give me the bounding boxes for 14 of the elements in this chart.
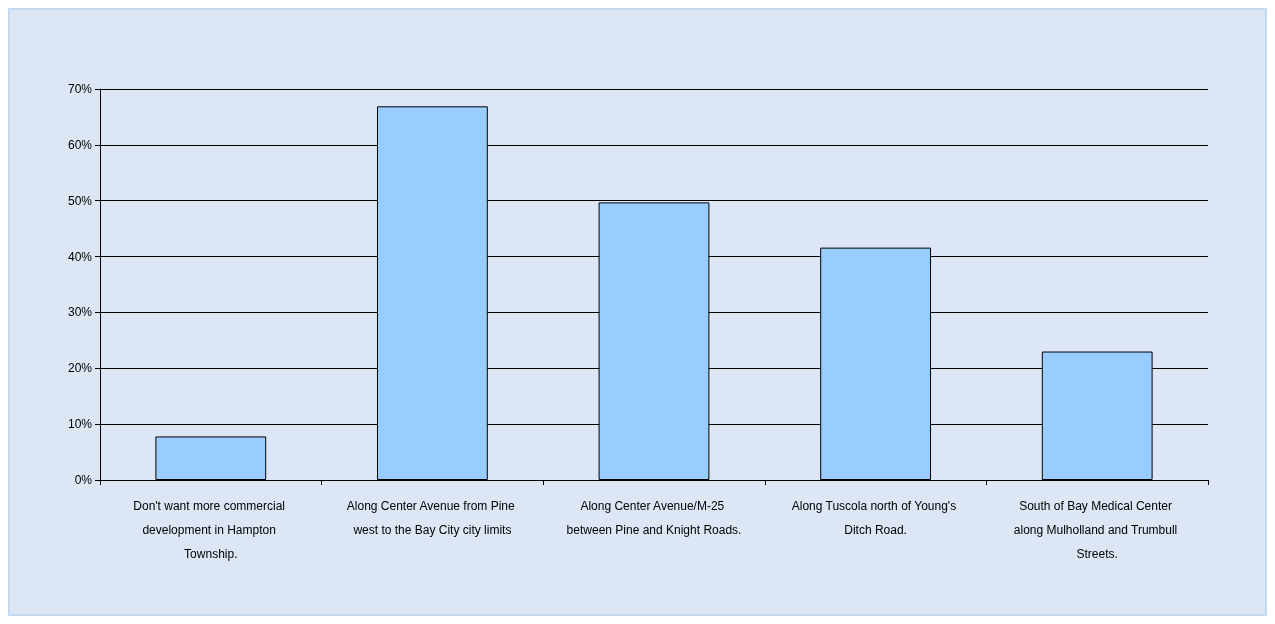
y-tick-label: 50%	[67, 193, 93, 208]
x-tick-label: Along Center Avenue/M-25 between Pine and Knight Roads.	[566, 499, 742, 537]
y-tick-label: 30%	[67, 305, 93, 320]
x-tick-label: South of Bay Medical Center along Mulholland and Trumbull Streets.	[1013, 499, 1181, 561]
x-tick-label: Along Tuscola north of Young's Ditch Road.	[791, 499, 960, 537]
x-tick-label: Don't want more commercial development in Hampton Township.	[133, 499, 289, 561]
bar	[155, 436, 267, 480]
y-tick-label: 10%	[67, 417, 93, 432]
x-tick-label: Along Center Avenue from Pine west to the Bay City city limits	[346, 499, 519, 537]
y-tick-label: 60%	[67, 137, 93, 152]
y-tick-label: 0%	[74, 473, 93, 487]
y-tick-label: 40%	[67, 249, 93, 264]
y-tick-label: 20%	[67, 361, 93, 376]
y-tick-label: 70%	[67, 82, 93, 96]
